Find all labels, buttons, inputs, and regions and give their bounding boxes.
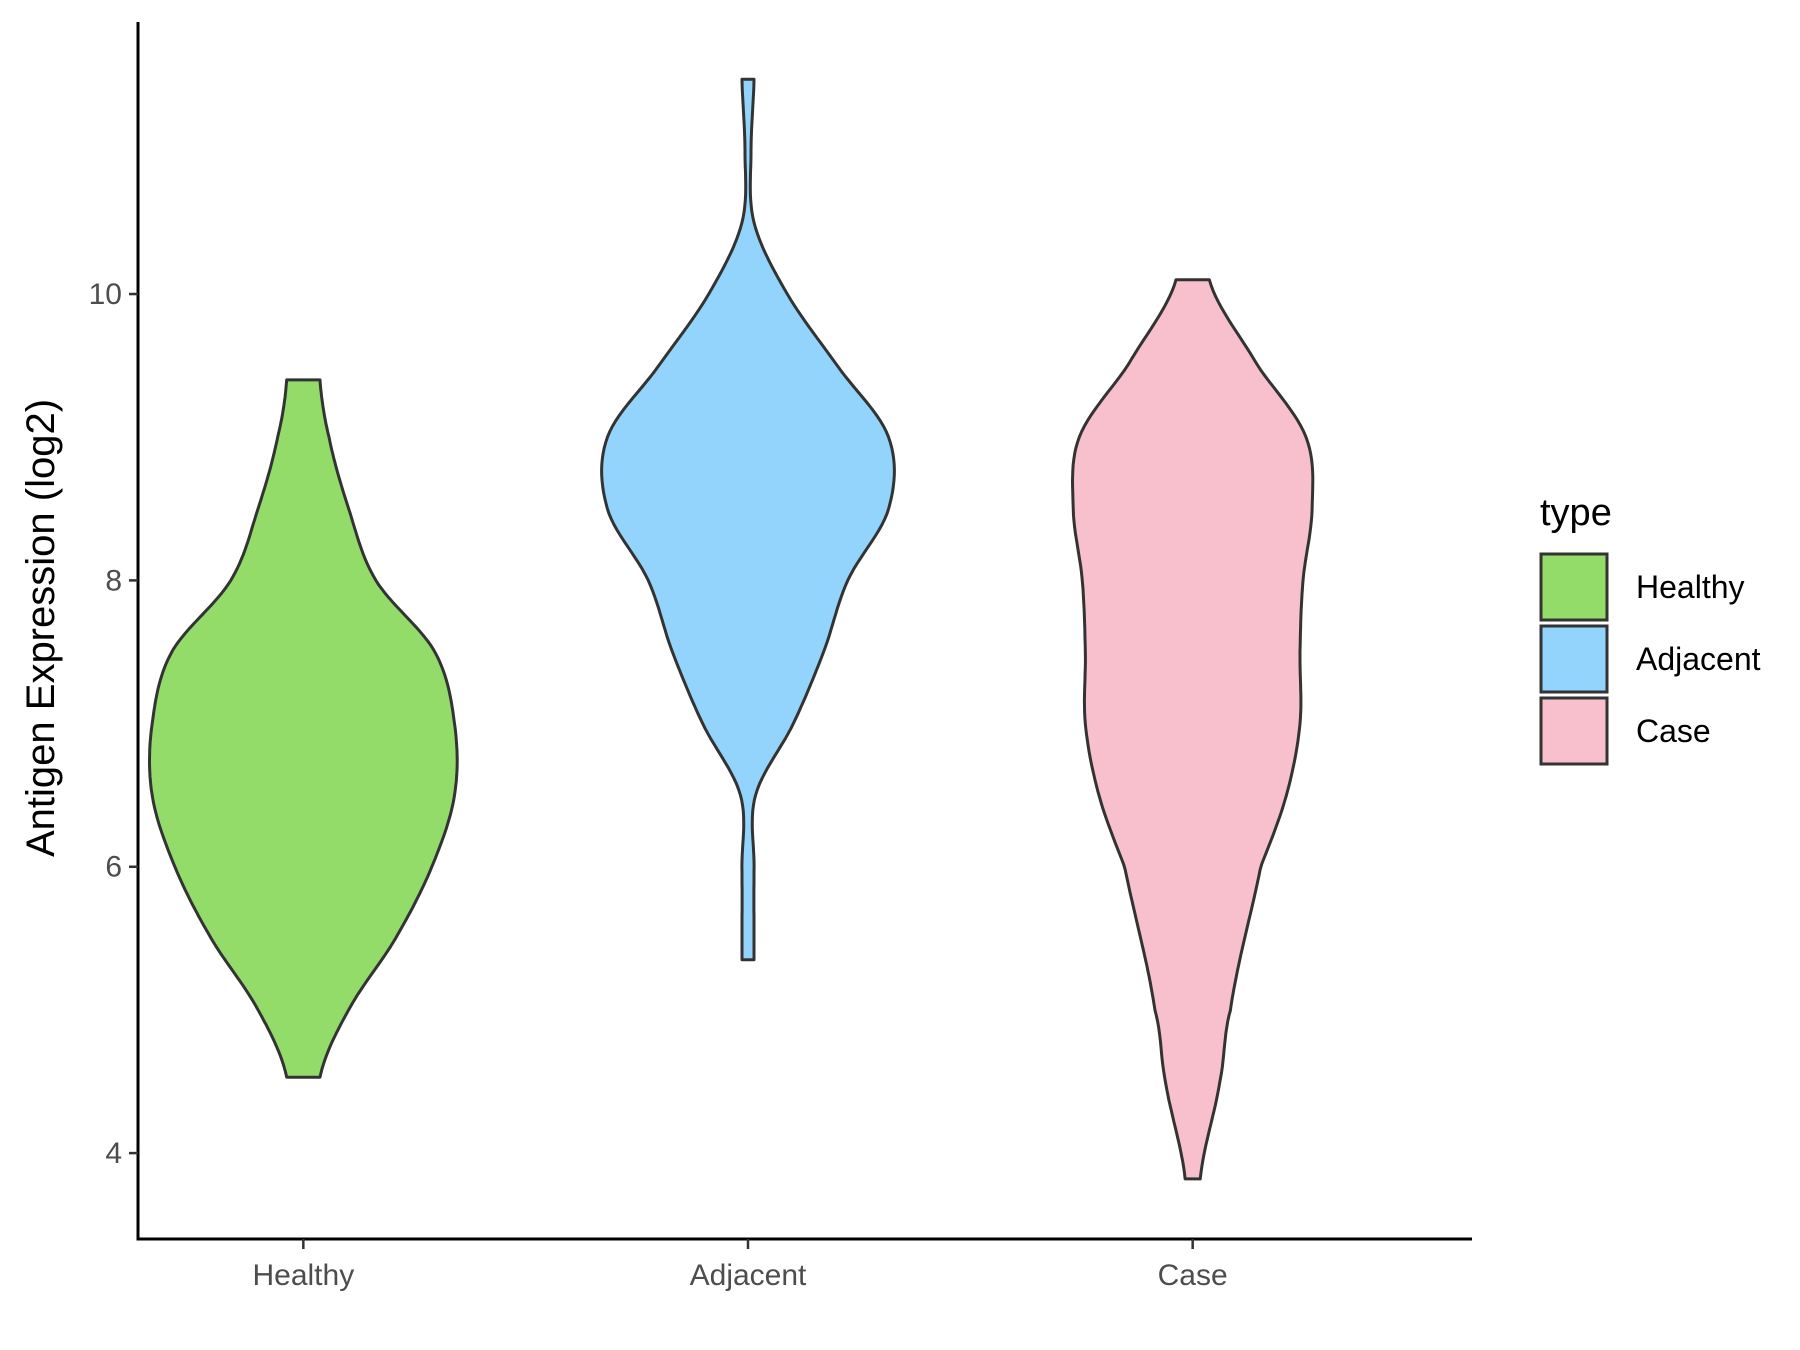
y-tick-label: 10 xyxy=(89,278,122,311)
legend-label-healthy: Healthy xyxy=(1636,569,1745,605)
y-tick-label: 8 xyxy=(105,564,122,597)
violin-case xyxy=(1071,278,1315,1181)
y-axis-ticks: 4 6 8 10 xyxy=(89,278,138,1170)
x-tick-label: Adjacent xyxy=(690,1259,807,1292)
legend-key-case xyxy=(1539,696,1609,766)
y-axis-title: Antigen Expression (log2) xyxy=(19,399,63,857)
x-tick-label: Healthy xyxy=(252,1259,354,1292)
y-tick-label: 4 xyxy=(105,1137,122,1170)
violin-plot-area xyxy=(148,77,1315,1181)
legend-label-adjacent: Adjacent xyxy=(1636,641,1761,677)
legend: type Healthy Adjacent Case xyxy=(1539,492,1761,766)
legend-key-healthy xyxy=(1539,552,1609,622)
x-tick-label: Case xyxy=(1158,1259,1228,1292)
x-axis-ticks: Healthy Adjacent Case xyxy=(252,1239,1228,1292)
violin-healthy xyxy=(148,378,459,1079)
legend-label-case: Case xyxy=(1636,713,1711,749)
legend-title: type xyxy=(1540,492,1612,534)
y-tick-label: 6 xyxy=(105,851,122,884)
violin-adjacent xyxy=(600,77,896,962)
legend-key-adjacent xyxy=(1539,624,1609,694)
